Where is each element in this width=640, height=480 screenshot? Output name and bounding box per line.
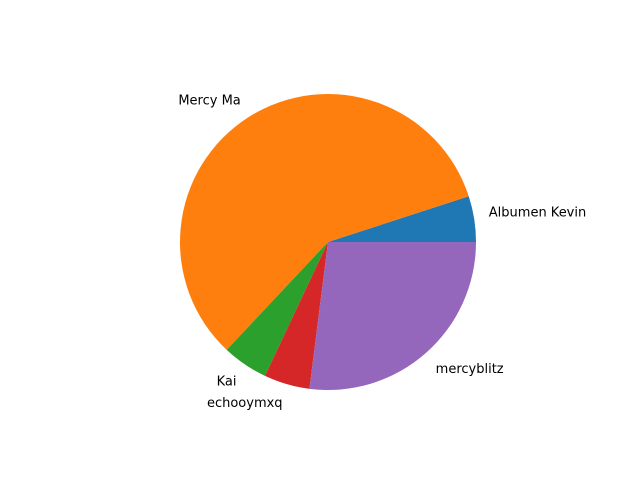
pie-slice-mercyblitz bbox=[309, 242, 476, 390]
pie-labels: Albumen Kevin Mercy Ma Kai echooymxq mercybl… bbox=[178, 94, 586, 412]
pie-label-mercyblitz: mercyblitz bbox=[436, 362, 504, 377]
pie-slice-albumen-kevin bbox=[328, 196, 476, 242]
pie-label-kai: Kai bbox=[217, 374, 237, 389]
pie-slice-mercy-ma bbox=[180, 93, 469, 350]
pie-label-echooymxq: echooymxq bbox=[207, 396, 283, 411]
pie-slices bbox=[180, 93, 476, 390]
pie-label-albumen-kevin: Albumen Kevin bbox=[489, 206, 586, 221]
pie-slice-echooymxq bbox=[264, 242, 328, 389]
pie-label-mercy-ma: Mercy Ma bbox=[178, 94, 240, 109]
pie-slice-kai bbox=[226, 242, 328, 376]
